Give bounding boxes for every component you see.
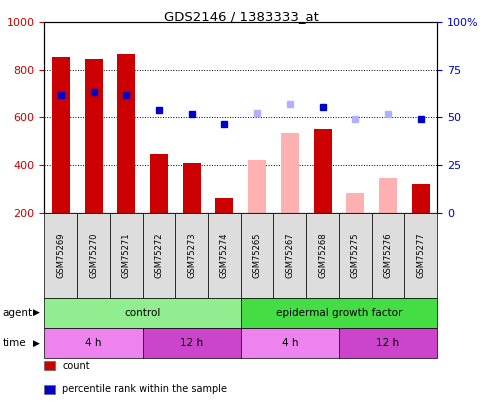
Bar <box>346 193 364 213</box>
Text: GSM75269: GSM75269 <box>57 232 65 278</box>
Text: GSM75270: GSM75270 <box>89 232 98 278</box>
Text: GDS2146 / 1383333_at: GDS2146 / 1383333_at <box>164 10 319 23</box>
Text: GSM75268: GSM75268 <box>318 232 327 278</box>
Text: GSM75277: GSM75277 <box>416 232 425 278</box>
Bar <box>52 57 70 213</box>
Bar <box>248 160 266 213</box>
Text: time: time <box>2 338 26 348</box>
Text: percentile rank within the sample: percentile rank within the sample <box>62 384 227 394</box>
Bar <box>150 154 168 213</box>
Text: agent: agent <box>2 308 32 318</box>
Text: count: count <box>62 361 90 371</box>
Bar <box>183 163 201 213</box>
Text: GSM75273: GSM75273 <box>187 232 196 278</box>
Text: epidermal growth factor: epidermal growth factor <box>276 308 402 318</box>
Bar <box>85 59 102 213</box>
Text: GSM75272: GSM75272 <box>155 232 163 278</box>
Text: GSM75267: GSM75267 <box>285 232 294 278</box>
Bar <box>412 184 430 213</box>
Text: GSM75265: GSM75265 <box>253 232 262 278</box>
Bar <box>379 178 397 213</box>
Text: GSM75276: GSM75276 <box>384 232 393 278</box>
Text: control: control <box>125 308 161 318</box>
Text: GSM75274: GSM75274 <box>220 232 229 278</box>
Text: GSM75275: GSM75275 <box>351 232 360 278</box>
Bar <box>313 129 332 213</box>
Text: 12 h: 12 h <box>376 338 399 348</box>
Bar <box>281 133 299 213</box>
Text: 4 h: 4 h <box>282 338 298 348</box>
Bar <box>117 54 135 213</box>
Text: GSM75271: GSM75271 <box>122 232 131 278</box>
Bar <box>215 198 233 213</box>
Text: 12 h: 12 h <box>180 338 203 348</box>
Text: ▶: ▶ <box>33 339 40 348</box>
Text: 4 h: 4 h <box>85 338 102 348</box>
Text: ▶: ▶ <box>33 308 40 318</box>
